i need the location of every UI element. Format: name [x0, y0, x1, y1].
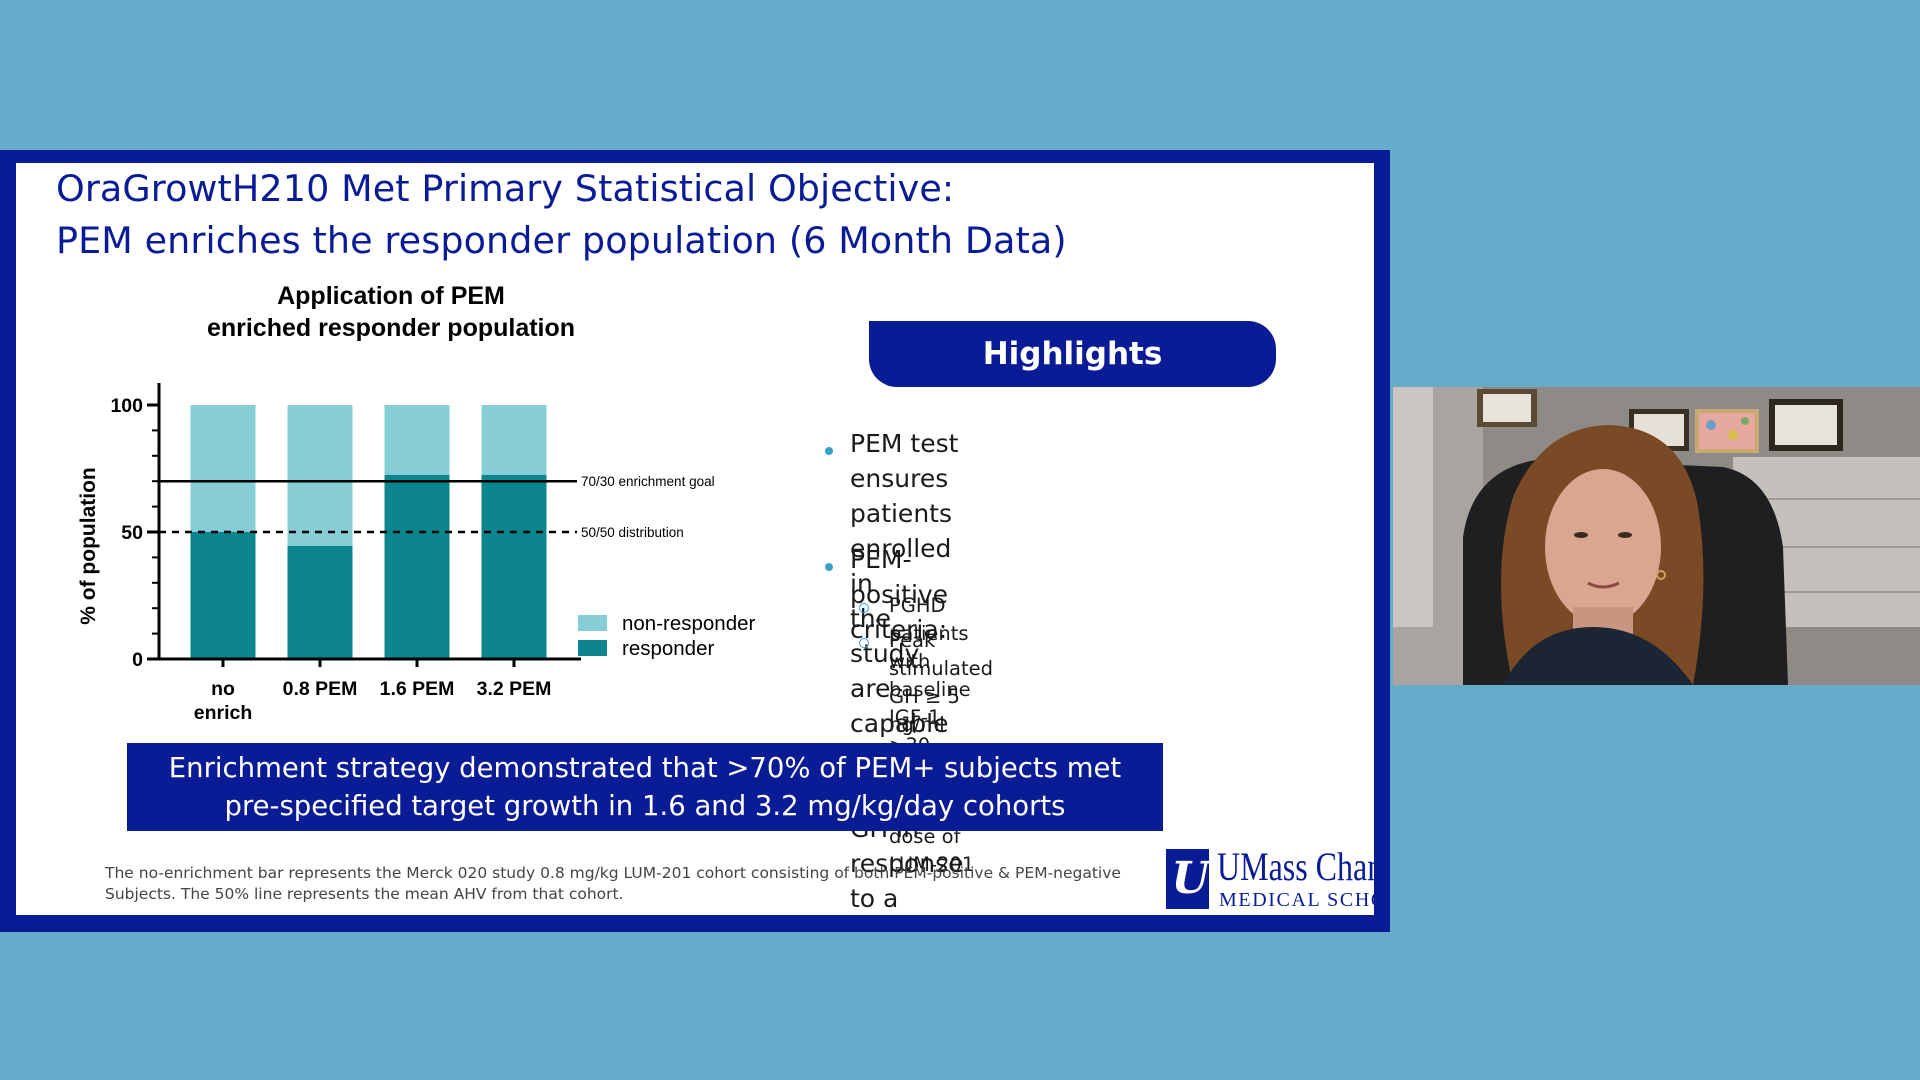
chart-title: Application of PEM enriched responder po… — [146, 280, 636, 344]
x-tick-label: 3.2 PEM — [477, 678, 552, 700]
y-tick-label: 0 — [132, 649, 143, 671]
logo-subtitle: MEDICAL SCHOOL — [1219, 889, 1374, 911]
logo-mark: U — [1166, 849, 1210, 909]
bullet-pem-test-line-3: response to a single-dose of LUM-201 — [850, 849, 964, 913]
reference-line-label: 50/50 distribution — [581, 525, 684, 540]
bullet-dot — [825, 563, 833, 571]
bar-non-responder — [287, 405, 353, 546]
footnote-line-1: The no-enrichment bar represents the Mer… — [105, 864, 1121, 882]
bullet-pem-criteria: PEM-positive criteria: — [850, 542, 948, 647]
bar-non-responder — [481, 405, 547, 475]
slide-title-line-2: PEM enriches the responder population (6… — [56, 219, 1067, 262]
banner-line-1: Enrichment strategy demonstrated that >7… — [168, 752, 1122, 784]
chart-title-line-1: Application of PEM — [277, 282, 505, 310]
highlights-header: Highlights — [869, 321, 1276, 387]
y-axis-label: % of population — [77, 467, 100, 624]
bar-non-responder — [384, 405, 450, 475]
x-tick-label: no — [211, 678, 235, 700]
bar-non-responder — [190, 405, 256, 532]
x-tick-label: 0.8 PEM — [283, 678, 358, 700]
footnote-line-2: Subjects. The 50% line represents the me… — [105, 885, 624, 903]
slide-title-line-1: OraGrowtH210 Met Primary Statistical Obj… — [56, 167, 955, 210]
sub-bullet-circle — [859, 603, 869, 613]
bullet-pem-test-line-1: PEM test ensures patients enrolled in — [850, 429, 959, 598]
legend-swatch-responder — [578, 640, 607, 656]
presentation-slide: OraGrowtH210 Met Primary Statistical Obj… — [16, 163, 1374, 915]
footnote: The no-enrichment bar represents the Mer… — [105, 863, 1165, 905]
legend-swatch-non-responder — [578, 615, 607, 631]
chart-title-line-2: enriched responder population — [206, 314, 576, 342]
highlights-label: Highlights — [982, 336, 1163, 372]
bar-responder — [481, 474, 547, 659]
legend-label-non-responder: non-responder — [622, 612, 756, 635]
bullet-pem-criteria-line: PEM-positive criteria: — [850, 545, 949, 644]
umass-chan-logo: U UMass Chan MEDICAL SCHOOL — [1166, 844, 1374, 913]
bar-responder — [384, 474, 450, 659]
y-tick-label: 100 — [110, 395, 143, 417]
logo-name: UMass Chan — [1217, 844, 1374, 889]
legend-label-responder: responder — [622, 637, 714, 660]
x-tick-label: 1.6 PEM — [380, 678, 455, 700]
shared-slide-window: OraGrowtH210 Met Primary Statistical Obj… — [0, 150, 1390, 932]
bullet-dot — [825, 447, 833, 455]
x-tick-label: enrich — [194, 702, 253, 723]
conclusion-banner: Enrichment strategy demonstrated that >7… — [127, 743, 1163, 831]
participant-video-tile[interactable] — [1393, 387, 1920, 685]
banner-line-2: pre-specified target growth in 1.6 and 3… — [224, 790, 1066, 822]
bar-responder — [287, 545, 353, 659]
video-feed — [1393, 387, 1920, 685]
y-tick-label: 50 — [121, 522, 143, 544]
reference-line-label: 70/30 enrichment goal — [581, 474, 715, 489]
sub-bullet-circle — [859, 638, 869, 648]
bar-responder — [190, 532, 256, 659]
